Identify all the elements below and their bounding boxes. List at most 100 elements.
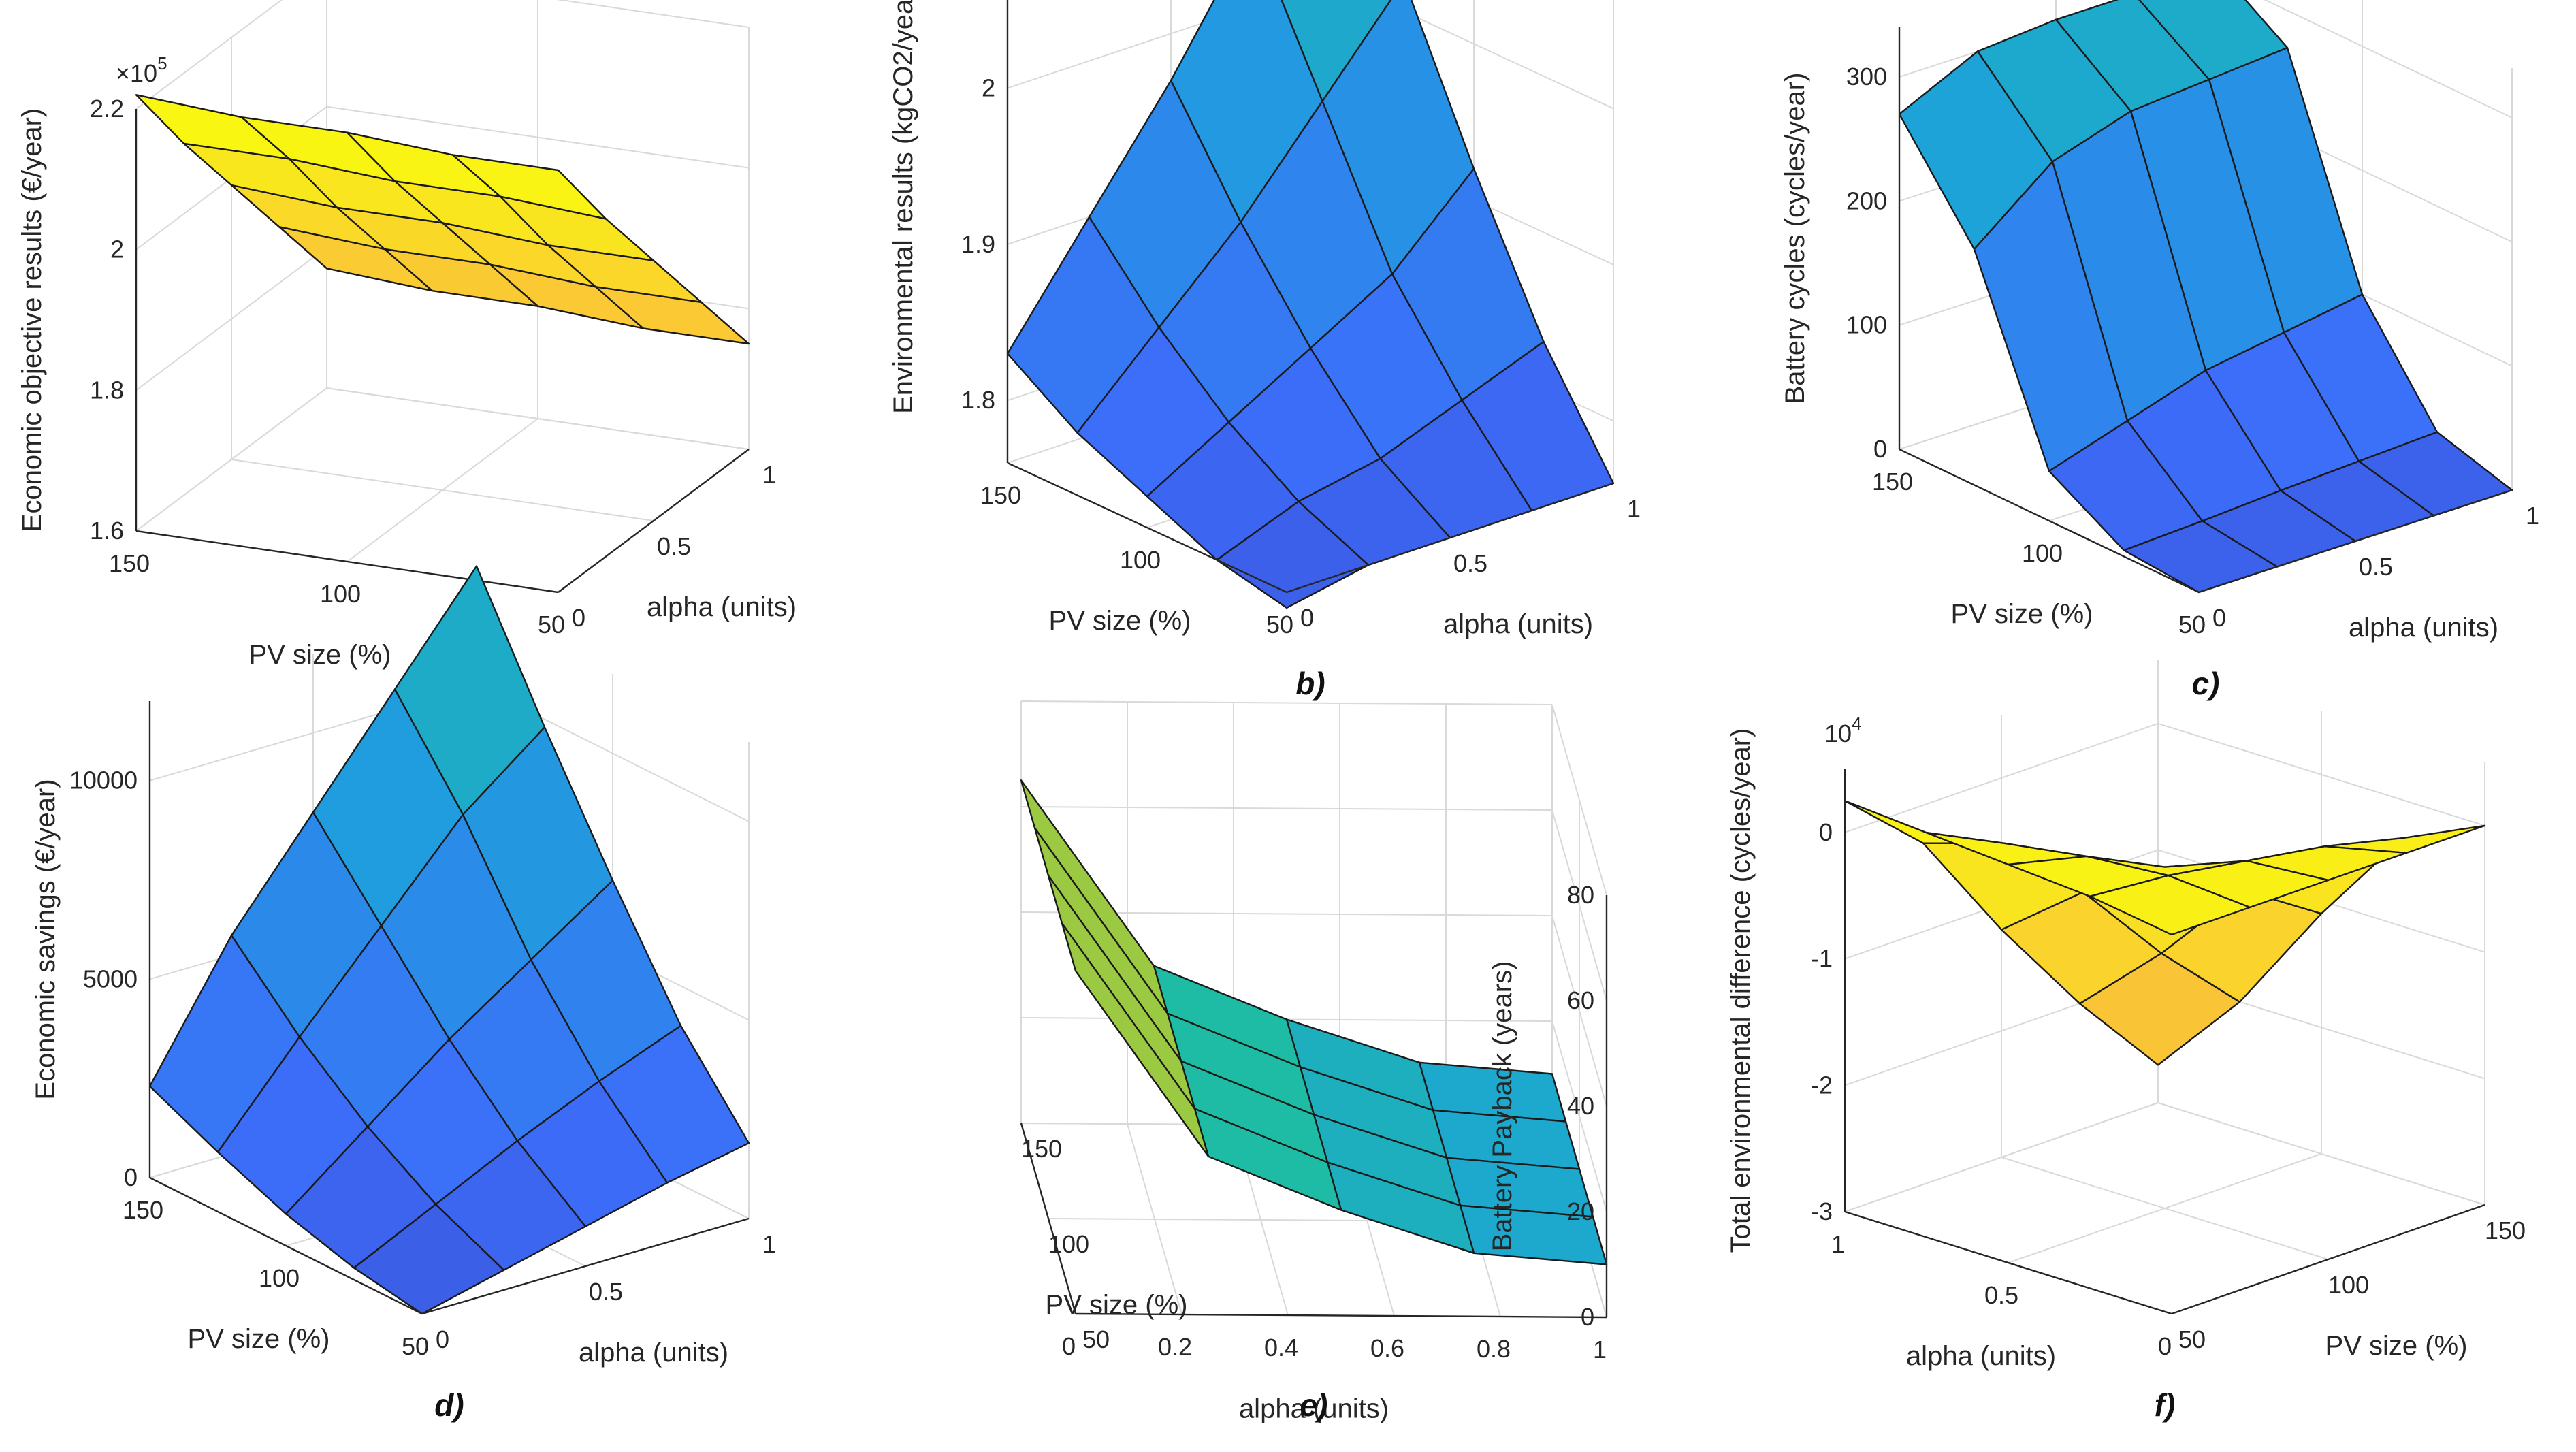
grid-line xyxy=(1020,700,1553,705)
z-tick-label: 1.9 xyxy=(961,230,995,258)
x-axis-label: PV size (%) xyxy=(1049,606,1191,636)
z-tick-label: -2 xyxy=(1811,1071,1833,1099)
y-tick-label: 0.5 xyxy=(2359,553,2393,581)
z-tick-label: 0 xyxy=(1819,818,1833,846)
axes xyxy=(1898,27,2513,594)
surface-patch xyxy=(451,154,607,220)
x-tick-label: 0.2 xyxy=(1158,1333,1192,1361)
x-axis-label: PV size (%) xyxy=(188,1324,330,1354)
x-tick-label: 150 xyxy=(109,549,150,577)
x-tick-label: 150 xyxy=(980,481,1021,509)
y-tick-label: 0.5 xyxy=(657,532,691,560)
surface xyxy=(1898,0,2513,594)
z-tick-label: -1 xyxy=(1811,945,1833,973)
panel-a: 150 100 50 0 0.5 1 1.6 1.8 2 2.2 PV size (%) alpha … xyxy=(17,0,796,701)
grid-line xyxy=(1551,809,1607,1001)
grid-line xyxy=(326,106,750,169)
z-tick-label: 300 xyxy=(1846,63,1887,91)
x-tick-label: 100 xyxy=(320,580,361,608)
grid-line xyxy=(2264,0,2513,118)
x-tick-label: 0.4 xyxy=(1264,1334,1298,1361)
axes xyxy=(1006,0,1614,594)
y-axis-label: alpha (units) xyxy=(579,1338,728,1368)
x-axis-line xyxy=(135,530,559,594)
z-axis-label: Battery cycles (cycles/year) xyxy=(1780,73,1810,404)
x-tick-label: 100 xyxy=(259,1264,300,1292)
grid-line xyxy=(1844,1102,2159,1212)
surface xyxy=(1006,0,1615,609)
surface xyxy=(1844,800,2486,1066)
surface xyxy=(1020,779,1608,1265)
axes xyxy=(1020,895,1608,1319)
z-tick-label: 1.8 xyxy=(90,376,124,404)
surface xyxy=(148,565,750,1315)
x-tick-label: 0 xyxy=(2158,1332,2172,1360)
z-axis-label: Environmental results (kgCO2/year) xyxy=(888,0,918,414)
grid-line xyxy=(326,387,750,450)
z-tick-label: 80 xyxy=(1567,881,1594,909)
y-tick-label: 150 xyxy=(1021,1135,1062,1163)
z-tick-label: 1.8 xyxy=(961,386,995,414)
z-tick-label: 2.2 xyxy=(90,95,124,123)
panel-caption: c) xyxy=(2192,666,2220,701)
x-tick-label: 150 xyxy=(123,1196,163,1224)
x-tick-label: 100 xyxy=(2022,539,2063,567)
y-tick-label: 100 xyxy=(1048,1230,1089,1258)
x-tick-label: 100 xyxy=(1120,546,1161,574)
z-tick-label: 60 xyxy=(1567,986,1594,1014)
y-axis-label: PV size (%) xyxy=(2325,1331,2468,1361)
z-tick-label: 20 xyxy=(1567,1197,1594,1225)
grid-line xyxy=(231,459,654,521)
z-tick-label: 100 xyxy=(1846,311,1887,339)
y-tick-label: 0 xyxy=(436,1325,449,1353)
x-axis-label: alpha (units) xyxy=(1239,1394,1389,1424)
grid-line xyxy=(1551,915,1607,1107)
grid-line xyxy=(2001,1157,2329,1260)
x-tick-label: 50 xyxy=(1266,611,1293,639)
x-tick-label: 1 xyxy=(1593,1336,1607,1364)
grid-line xyxy=(135,0,283,110)
x-tick-label: 0.6 xyxy=(1370,1334,1404,1362)
z-tick-label: 200 xyxy=(1846,187,1887,214)
panel-caption: b) xyxy=(1295,666,1325,701)
axes xyxy=(148,701,750,1315)
x-axis-line xyxy=(149,1176,423,1315)
z-tick-label: 2 xyxy=(982,74,995,101)
grid-line xyxy=(2157,722,2485,826)
panel-caption: e) xyxy=(1300,1387,1328,1423)
y-tick-label: 1 xyxy=(1627,495,1641,523)
grid-line xyxy=(135,246,327,391)
surface-patch xyxy=(1844,800,2006,845)
y-tick-label: 1 xyxy=(2526,502,2539,530)
y-axis-line xyxy=(558,449,750,593)
y-tick-label: 50 xyxy=(1082,1325,1110,1353)
x-tick-label: 150 xyxy=(1872,468,1913,496)
y-axis-label: alpha (units) xyxy=(2349,613,2498,643)
x-axis-label: PV size (%) xyxy=(249,640,391,670)
y-tick-label: 150 xyxy=(2485,1216,2526,1244)
grid-line xyxy=(2157,1102,2485,1206)
y-tick-label: 0 xyxy=(1300,604,1314,632)
surface-patch xyxy=(1061,922,1210,1158)
y-axis-label: PV size (%) xyxy=(1046,1290,1188,1320)
x-tick-label: 1 xyxy=(1831,1230,1845,1258)
grid-line xyxy=(1551,1020,1607,1212)
z-exponent-label: 104 xyxy=(1824,713,1862,747)
surface xyxy=(135,94,750,345)
y-tick-label: 1 xyxy=(762,1230,776,1258)
grid-line xyxy=(1551,704,1607,896)
z-tick-label: 0 xyxy=(1873,435,1887,463)
grid-line xyxy=(1007,0,1274,89)
grid-line xyxy=(1020,806,1553,811)
x-tick-label: 50 xyxy=(402,1332,429,1360)
y-axis-label: alpha (units) xyxy=(647,592,796,622)
y-tick-label: 1 xyxy=(762,461,776,489)
y-axis-line xyxy=(1286,482,1614,594)
z-axis-label: Total environmental difference (cycles/y… xyxy=(1726,728,1756,1253)
x-axis-line xyxy=(1075,1312,1607,1319)
x-tick-label: 50 xyxy=(2178,611,2206,639)
x-tick-label: 0 xyxy=(1062,1332,1076,1360)
